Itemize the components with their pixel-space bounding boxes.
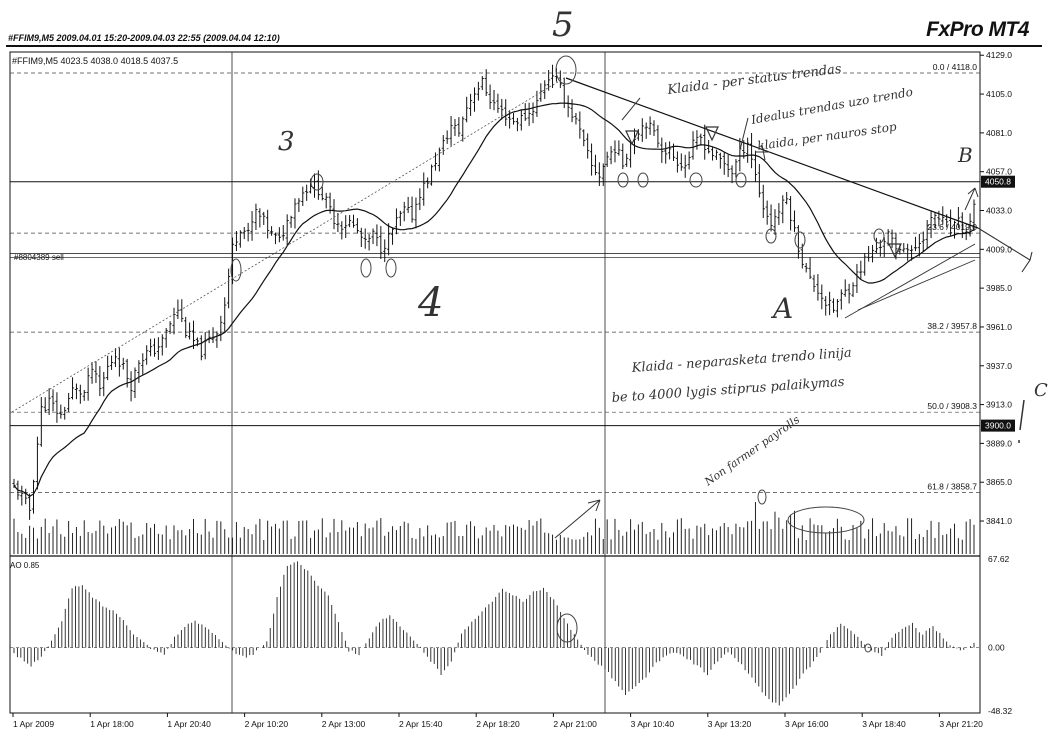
pencil-triangle: [705, 126, 719, 142]
x-tick-label: 2 Apr 18:20: [476, 719, 520, 729]
y-tick-label: 3889.0: [986, 438, 1012, 448]
chart-info-line: #FFIM9,M5 2009.04.01 15:20-2009.04.03 22…: [8, 33, 280, 43]
axes: 4129.0 4105.0 4081.0 4057.0 4033.0 4009.0 3985…: [12, 50, 1012, 729]
pencil-circle: [637, 172, 649, 188]
y-tick-label: 3865.0: [986, 477, 1012, 487]
pencil-circle: [873, 228, 885, 244]
pencil-triangle: [888, 243, 902, 259]
projection-arrow: [977, 227, 1033, 273]
x-mark: [755, 144, 770, 161]
pencil-triangle: [625, 130, 639, 146]
pencil-circle: [794, 231, 806, 249]
x-tick-label: 2 Apr 21:00: [553, 719, 597, 729]
y-tick-label: 4057.0: [986, 167, 1012, 177]
note-pointer-1: [621, 97, 641, 121]
pencil-circle: [787, 506, 865, 534]
handwritten-note: Klaida - neparasketa trendo linija: [630, 346, 852, 376]
pencil-circle: [310, 173, 324, 191]
pencil-circle: [230, 258, 242, 282]
handwritten-note: Klaida - per status trendas: [666, 62, 843, 98]
horizontal-lines: 4050.8 3900.0: [10, 175, 1015, 432]
drawn-trendlines: [11, 55, 1033, 653]
pencil-circle: [765, 228, 777, 244]
x-tick-label: 3 Apr 10:40: [631, 719, 675, 729]
pencil-circle: [689, 172, 703, 188]
pencil-trendline-2: [857, 259, 976, 311]
x-tick-label: 3 Apr 16:00: [785, 719, 829, 729]
x-tick-label: 1 Apr 20:40: [167, 719, 211, 729]
price-bars: [12, 64, 976, 520]
wave-label: 4: [417, 280, 443, 326]
b-arrow: [964, 187, 979, 211]
y-tick-label: 4105.0: [986, 89, 1012, 99]
handwritten-note: be to 4000 lygis stiprus palaikymas: [611, 375, 845, 406]
x-tick-label: 1 Apr 18:00: [90, 719, 134, 729]
y-tick-label: 4129.0: [986, 50, 1012, 60]
fibonacci-levels: 0.0 / 4118.0 23.6 / 4019.0 38.2 / 3957.8 50…: [10, 62, 980, 493]
x-tick-label: 2 Apr 15:40: [399, 719, 443, 729]
pencil-circle: [617, 172, 629, 188]
pencil-circle: [864, 643, 872, 653]
x-tick-label: 2 Apr 10:20: [245, 719, 289, 729]
pencil-circle: [757, 489, 767, 505]
fib-label: 0.0 / 4118.0: [933, 62, 978, 72]
wave-label: A: [770, 292, 793, 325]
price-tag: 4050.8: [985, 177, 1011, 187]
header-divider: [6, 45, 1042, 47]
fib-label: 23.6 / 4019.0: [927, 222, 977, 232]
y-tick-label: 3913.0: [986, 400, 1012, 410]
x-tick-label: 1 Apr 2009: [13, 719, 54, 729]
pencil-circle: [555, 55, 577, 85]
y-tick-label: 3937.0: [986, 361, 1012, 371]
pencil-circle: [735, 172, 747, 188]
ao-indicator-label: AO 0.85: [10, 561, 40, 570]
wave-label: 3: [278, 127, 295, 157]
tick-volume-bars: [13, 502, 975, 554]
fib-label: 50.0 / 3908.3: [927, 401, 977, 411]
pencil-circle: [385, 258, 397, 278]
wave-label: C: [1034, 380, 1048, 401]
note-pointer-2: [739, 117, 749, 151]
y-tick-label: 4009.0: [986, 244, 1012, 254]
x-tick-label: 3 Apr 18:40: [862, 719, 906, 729]
pencil-circle: [360, 258, 372, 278]
brand-logo: FxPro MT4: [926, 18, 1029, 41]
wave-label: 5: [552, 5, 574, 45]
ao-tick-label: -48.32: [988, 706, 1012, 716]
fib-label: 61.8 / 3858.7: [927, 481, 977, 491]
y-tick-label: 3985.0: [986, 283, 1012, 293]
wave-label: B: [957, 143, 973, 167]
ao-tick-label: 67.62: [988, 554, 1010, 564]
handwritten-note: Non farmer payrolls: [701, 413, 802, 489]
y-tick-label: 4033.0: [986, 206, 1012, 216]
price-tag: 3900.0: [985, 421, 1011, 431]
fib-label: 38.2 / 3957.8: [927, 321, 977, 331]
y-tick-label: 3961.0: [986, 322, 1012, 332]
y-tick-label: 4081.0: [986, 128, 1012, 138]
main-panel-border: [9, 51, 981, 714]
resistance-trendline: [565, 77, 979, 229]
pencil-trendline-1: [844, 243, 976, 319]
handwritten-note: klaida, per nauros stop: [756, 120, 897, 153]
awesome-oscillator: [10, 561, 980, 706]
ma-line: [13, 102, 975, 498]
moving-average: [13, 102, 975, 498]
x-tick-label: 3 Apr 21:20: [939, 719, 983, 729]
volume-arrow: [554, 499, 601, 539]
y-tick-label: 3841.0: [986, 516, 1012, 526]
x-tick-label: 3 Apr 13:20: [708, 719, 752, 729]
ao-tick-label: 0.00: [988, 643, 1005, 653]
order-label: #8804389 sell: [14, 253, 64, 262]
price-tag-box: [981, 419, 1015, 432]
grid-lines: [231, 52, 606, 713]
symbol-quote: #FFIM9,M5 4023.5 4038.0 4018.5 4037.5: [12, 56, 179, 66]
x-tick-label: 2 Apr 13:00: [322, 719, 366, 729]
pencil-circle: [556, 613, 578, 643]
chart-frame: [9, 51, 981, 714]
exclamation-mark: [1018, 399, 1025, 443]
price-tag-box: [981, 175, 1015, 188]
